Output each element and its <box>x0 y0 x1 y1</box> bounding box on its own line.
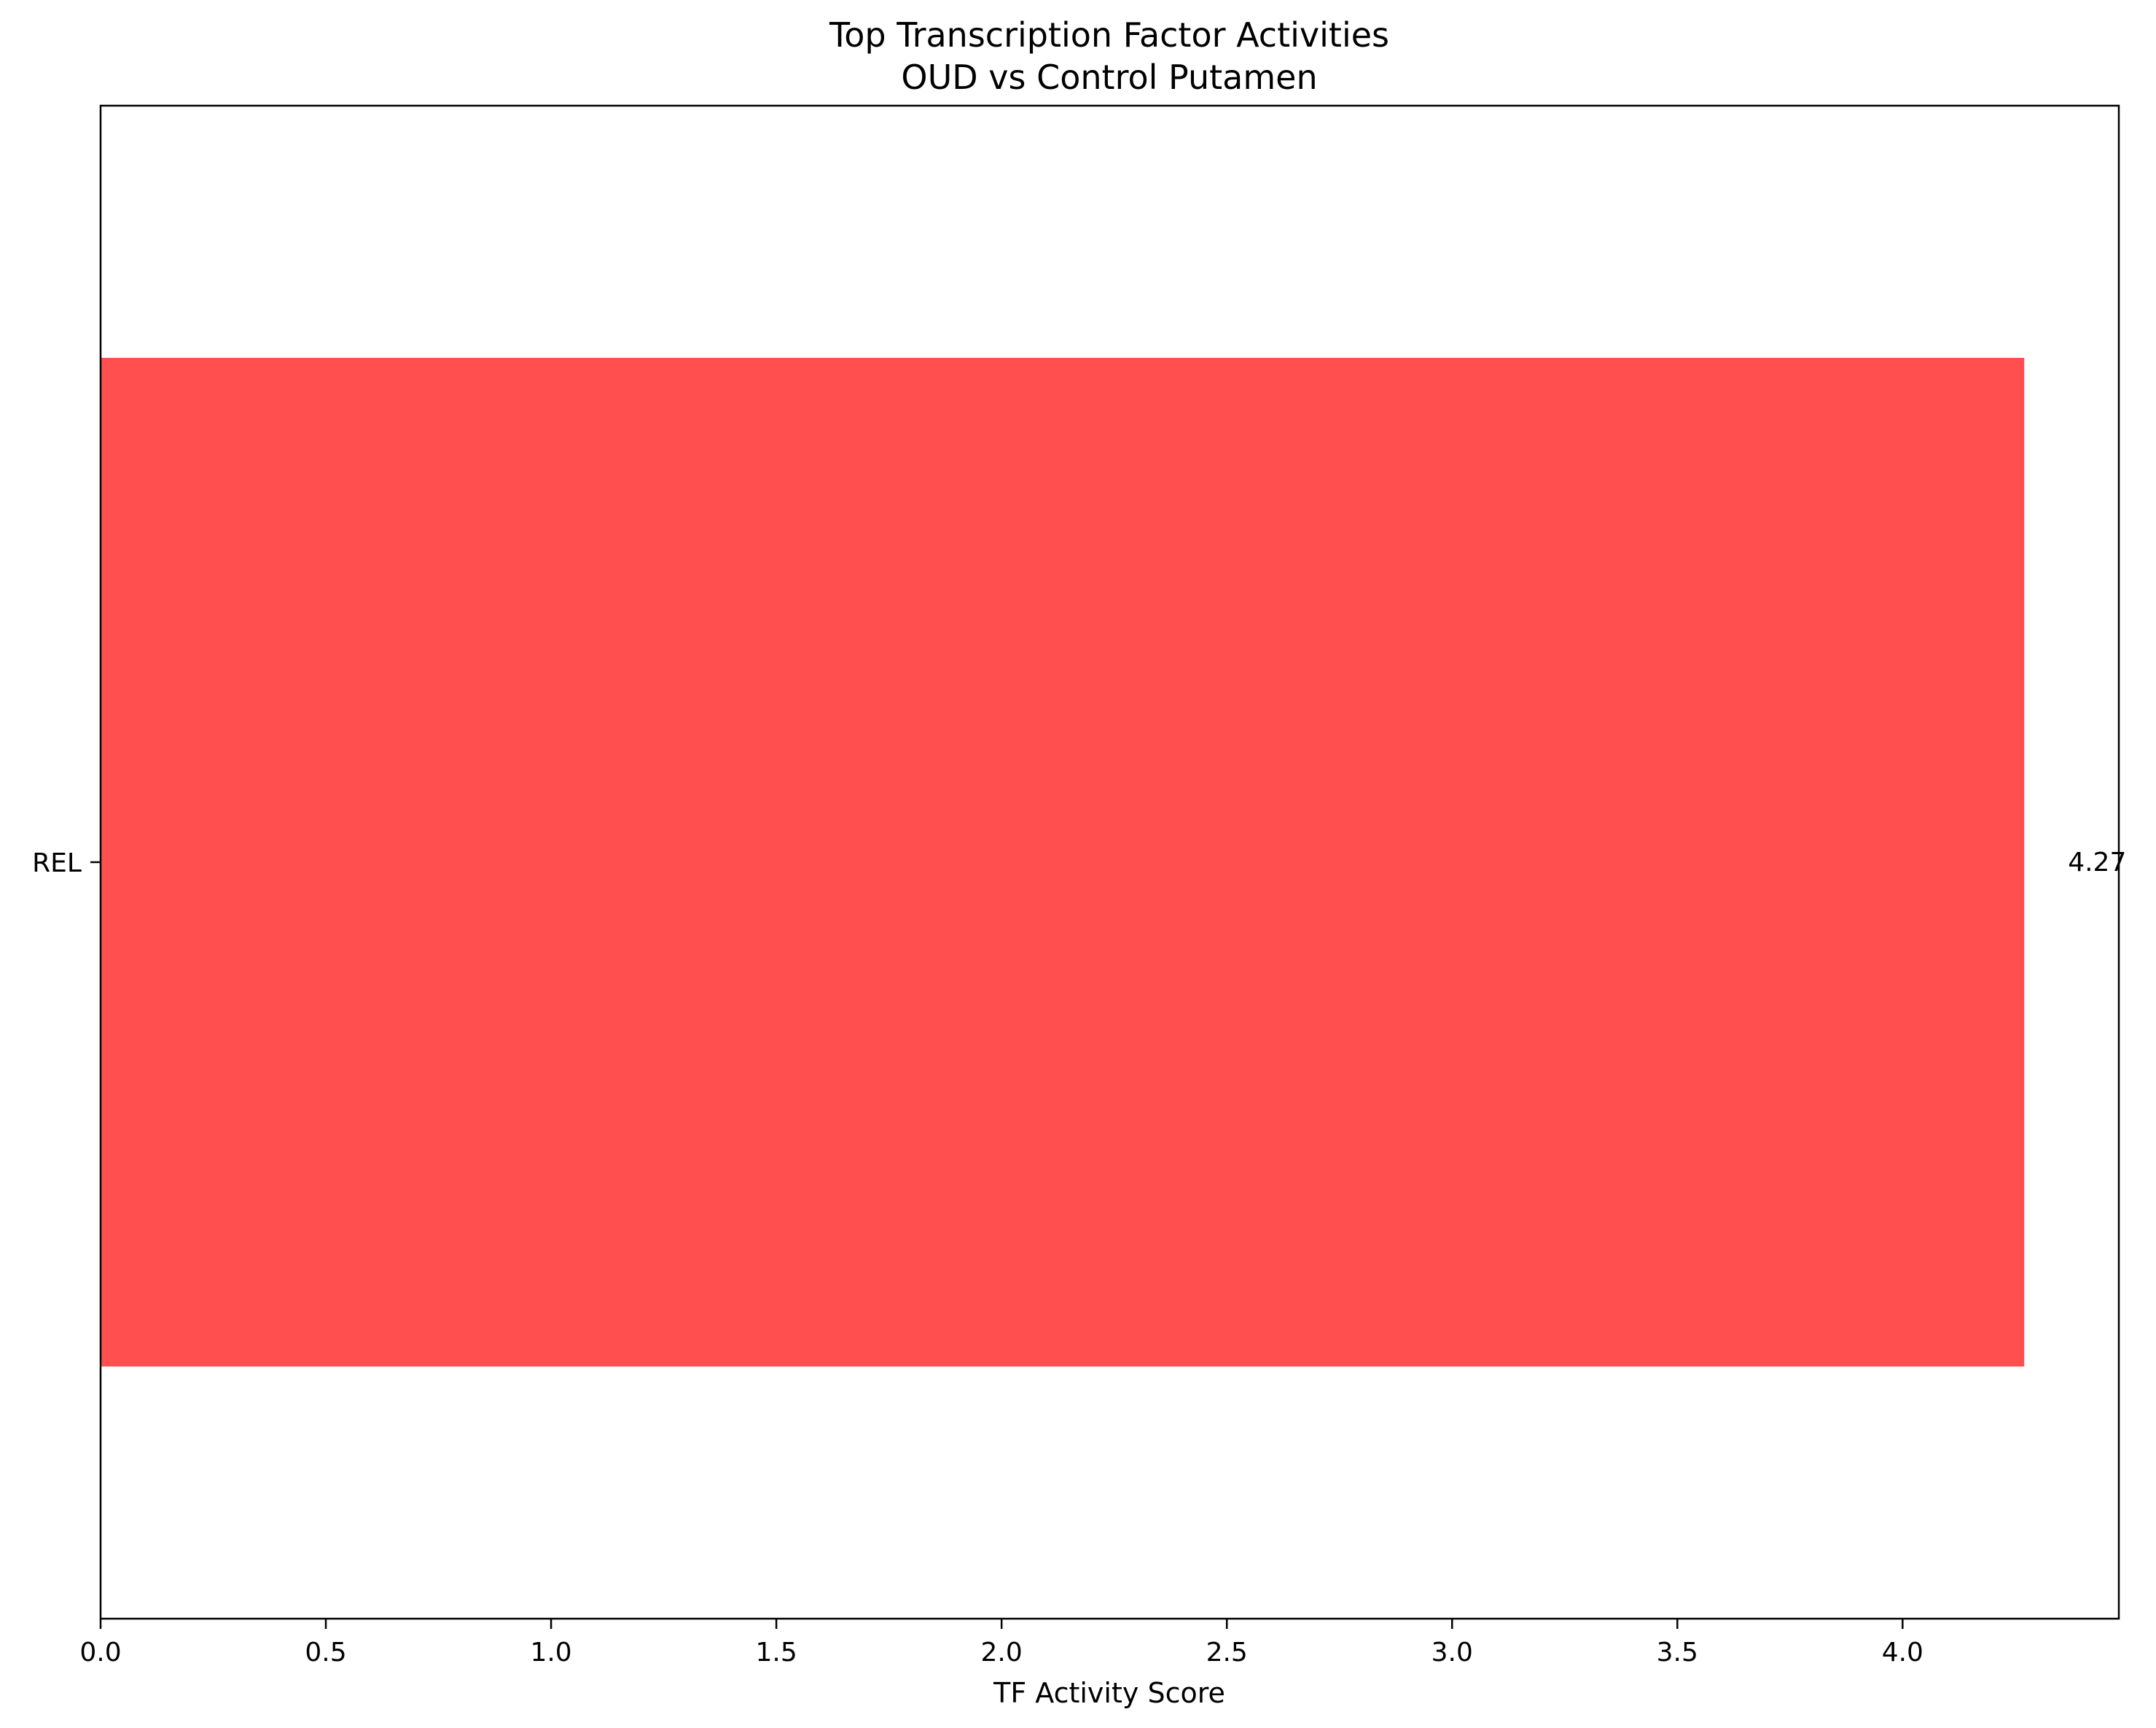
x-tick-label: 1.0 <box>530 1638 571 1668</box>
chart-title: Top Transcription Factor Activities <box>829 15 1389 55</box>
x-tick-label: 4.0 <box>1882 1638 1923 1668</box>
x-axis-ticks: 0.0 0.5 1.0 1.5 2.0 2.5 3.0 3.5 4.0 <box>79 1619 1923 1668</box>
bars-group: 4.27 <box>101 358 2126 1367</box>
x-tick-label: 1.5 <box>755 1638 797 1668</box>
chart-subtitle: OUD vs Control Putamen <box>901 58 1317 97</box>
x-tick-label: 0.0 <box>79 1638 121 1668</box>
x-axis-label: TF Activity Score <box>993 1677 1225 1709</box>
y-axis-ticks: REL <box>32 848 101 878</box>
bar-value-label: 4.27 <box>2068 848 2126 877</box>
y-tick-label: REL <box>32 848 82 878</box>
bar-rel <box>101 358 2025 1367</box>
x-tick-label: 3.0 <box>1432 1638 1473 1668</box>
x-tick-label: 0.5 <box>305 1638 346 1668</box>
x-tick-label: 2.0 <box>981 1638 1023 1668</box>
x-tick-label: 2.5 <box>1206 1638 1248 1668</box>
x-tick-label: 3.5 <box>1657 1638 1698 1668</box>
